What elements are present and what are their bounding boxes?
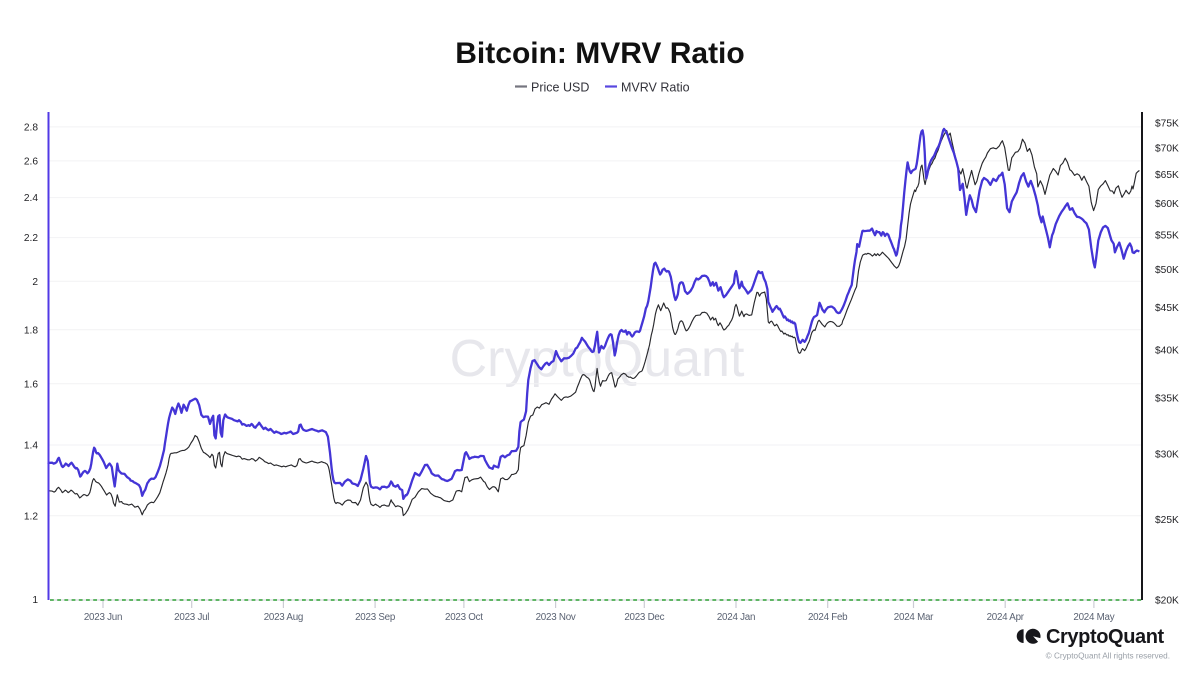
svg-text:$55K: $55K — [1155, 231, 1179, 242]
svg-text:$60K: $60K — [1155, 199, 1179, 210]
svg-text:MVRV Ratio: MVRV Ratio — [621, 81, 690, 95]
svg-text:Price USD: Price USD — [531, 81, 589, 95]
svg-text:Bitcoin: MVRV Ratio: Bitcoin: MVRV Ratio — [455, 37, 744, 70]
svg-text:2023 Aug: 2023 Aug — [264, 612, 303, 623]
svg-text:2.6: 2.6 — [24, 157, 38, 168]
svg-text:2024 Feb: 2024 Feb — [808, 612, 848, 623]
svg-text:2024 May: 2024 May — [1073, 612, 1114, 623]
svg-text:2: 2 — [32, 277, 38, 288]
svg-text:$65K: $65K — [1155, 170, 1179, 181]
svg-text:$75K: $75K — [1155, 119, 1179, 130]
svg-text:$50K: $50K — [1155, 265, 1179, 276]
svg-text:$30K: $30K — [1155, 449, 1179, 460]
svg-text:$20K: $20K — [1155, 596, 1179, 607]
svg-text:2.8: 2.8 — [24, 123, 38, 134]
svg-text:$70K: $70K — [1155, 144, 1179, 155]
svg-text:$40K: $40K — [1155, 345, 1179, 356]
svg-text:$25K: $25K — [1155, 515, 1179, 526]
svg-text:1.8: 1.8 — [24, 325, 38, 336]
svg-text:2023 Jun: 2023 Jun — [84, 612, 122, 623]
svg-text:2024 Mar: 2024 Mar — [894, 612, 934, 623]
svg-text:2023 Oct: 2023 Oct — [445, 612, 483, 623]
svg-text:2024 Jan: 2024 Jan — [717, 612, 755, 623]
svg-text:2.2: 2.2 — [24, 233, 38, 244]
svg-text:$35K: $35K — [1155, 394, 1179, 405]
svg-text:1.2: 1.2 — [24, 511, 38, 522]
svg-text:$45K: $45K — [1155, 303, 1179, 314]
svg-text:2023 Jul: 2023 Jul — [174, 612, 209, 623]
svg-text:2023 Dec: 2023 Dec — [624, 612, 664, 623]
svg-text:2023 Sep: 2023 Sep — [355, 612, 396, 623]
svg-text:© CryptoQuant All rights reser: © CryptoQuant All rights reserved. — [1046, 652, 1170, 661]
svg-text:1: 1 — [32, 595, 38, 606]
svg-text:2024 Apr: 2024 Apr — [987, 612, 1025, 623]
svg-text:2.4: 2.4 — [24, 193, 38, 204]
svg-text:1.6: 1.6 — [24, 379, 38, 390]
svg-text:2023 Nov: 2023 Nov — [536, 612, 576, 623]
svg-text:1.4: 1.4 — [24, 441, 38, 452]
svg-text:CryptoQuant: CryptoQuant — [1046, 626, 1165, 648]
